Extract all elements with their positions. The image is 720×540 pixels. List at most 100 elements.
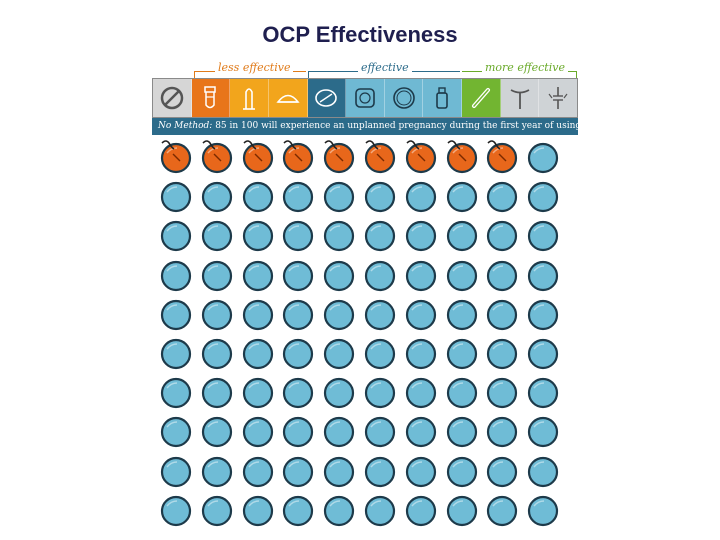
method-cell: [346, 79, 385, 117]
no-pregnancy-marker: [527, 297, 559, 331]
method-cell: [539, 79, 578, 117]
no-pregnancy-marker: [527, 258, 559, 292]
less-effective-label: less effective: [215, 61, 294, 74]
no-pregnancy-marker: [160, 258, 192, 292]
method-cell: [191, 79, 231, 117]
pregnancy-marker: [486, 140, 518, 174]
no-pregnancy-marker: [323, 493, 355, 527]
pregnancy-marker: [282, 140, 314, 174]
no-pregnancy-marker: [486, 218, 518, 252]
no-pregnancy-marker: [201, 258, 233, 292]
no-pregnancy-marker: [446, 375, 478, 409]
iud-icon: [510, 89, 530, 109]
no-pregnancy-marker: [242, 179, 274, 213]
no-pregnancy-marker: [242, 258, 274, 292]
no-method-icon: [160, 86, 184, 110]
no-pregnancy-marker: [364, 258, 396, 292]
more-effective-tick: [576, 71, 577, 78]
no-pregnancy-marker: [364, 336, 396, 370]
no-pregnancy-marker: [446, 258, 478, 292]
pregnancy-marker: [446, 140, 478, 174]
spermicide-icon: [204, 86, 217, 109]
method-cell: [462, 79, 501, 117]
patch-icon: [355, 88, 375, 108]
no-pregnancy-marker: [323, 258, 355, 292]
no-pregnancy-marker: [160, 454, 192, 488]
method-cell: [307, 79, 347, 117]
no-pregnancy-marker: [486, 454, 518, 488]
no-pregnancy-marker: [486, 258, 518, 292]
no-pregnancy-marker: [405, 454, 437, 488]
no-pregnancy-marker: [486, 493, 518, 527]
no-pregnancy-marker: [242, 218, 274, 252]
pregnancy-marker: [201, 140, 233, 174]
implant-icon: [471, 88, 490, 108]
no-pregnancy-marker: [486, 179, 518, 213]
no-pregnancy-marker: [201, 454, 233, 488]
no-pregnancy-marker: [405, 218, 437, 252]
no-pregnancy-marker: [160, 493, 192, 527]
pill-icon: [315, 89, 338, 107]
effectiveness-scale: less effective effective more effective: [0, 58, 720, 80]
no-pregnancy-marker: [405, 493, 437, 527]
no-pregnancy-marker: [446, 179, 478, 213]
no-pregnancy-marker: [527, 493, 559, 527]
no-pregnancy-marker: [282, 414, 314, 448]
method-cell: [500, 79, 540, 117]
no-pregnancy-marker: [201, 218, 233, 252]
no-pregnancy-marker: [527, 375, 559, 409]
no-pregnancy-marker: [527, 414, 559, 448]
no-pregnancy-marker: [282, 258, 314, 292]
no-pregnancy-marker: [282, 375, 314, 409]
method-cell: [268, 79, 308, 117]
ring-icon: [392, 87, 415, 109]
no-pregnancy-marker: [405, 375, 437, 409]
effective-label: effective: [358, 61, 412, 74]
no-pregnancy-marker: [160, 375, 192, 409]
method-cell: [423, 79, 463, 117]
no-pregnancy-marker: [242, 493, 274, 527]
no-pregnancy-marker: [446, 414, 478, 448]
no-pregnancy-marker: [282, 454, 314, 488]
no-pregnancy-marker: [364, 218, 396, 252]
caption-text: 85 in 100 will experience an unplanned p…: [215, 121, 578, 131]
no-pregnancy-marker: [446, 454, 478, 488]
no-pregnancy-marker: [242, 336, 274, 370]
no-pregnancy-marker: [446, 493, 478, 527]
no-pregnancy-marker: [364, 414, 396, 448]
no-pregnancy-marker: [486, 375, 518, 409]
no-pregnancy-marker: [323, 454, 355, 488]
no-pregnancy-marker: [364, 454, 396, 488]
no-pregnancy-marker: [160, 297, 192, 331]
caption-bar: No Method: 85 in 100 will experience an …: [152, 118, 578, 135]
no-pregnancy-marker: [282, 493, 314, 527]
no-pregnancy-marker: [160, 414, 192, 448]
injection-icon: [436, 87, 449, 109]
no-pregnancy-marker: [527, 218, 559, 252]
pregnancy-marker: [364, 140, 396, 174]
sterilization-icon: [548, 87, 568, 109]
no-pregnancy-marker: [527, 336, 559, 370]
no-pregnancy-marker: [201, 336, 233, 370]
no-pregnancy-marker: [160, 336, 192, 370]
no-pregnancy-marker: [486, 336, 518, 370]
pregnancy-marker: [405, 140, 437, 174]
no-pregnancy-marker: [364, 297, 396, 331]
no-pregnancy-marker: [527, 179, 559, 213]
no-pregnancy-marker: [527, 454, 559, 488]
caption-method: No Method:: [158, 121, 213, 131]
no-pregnancy-marker: [323, 179, 355, 213]
no-pregnancy-marker: [201, 179, 233, 213]
no-pregnancy-marker: [242, 414, 274, 448]
method-cell: [384, 79, 424, 117]
no-pregnancy-marker: [323, 336, 355, 370]
no-pregnancy-marker: [282, 179, 314, 213]
condom-icon: [243, 88, 256, 110]
no-pregnancy-marker: [201, 414, 233, 448]
no-pregnancy-marker: [282, 297, 314, 331]
no-pregnancy-marker: [405, 179, 437, 213]
no-pregnancy-marker: [323, 414, 355, 448]
no-pregnancy-marker: [323, 375, 355, 409]
sponge-icon: [276, 94, 300, 103]
pregnancy-marker: [160, 140, 192, 174]
